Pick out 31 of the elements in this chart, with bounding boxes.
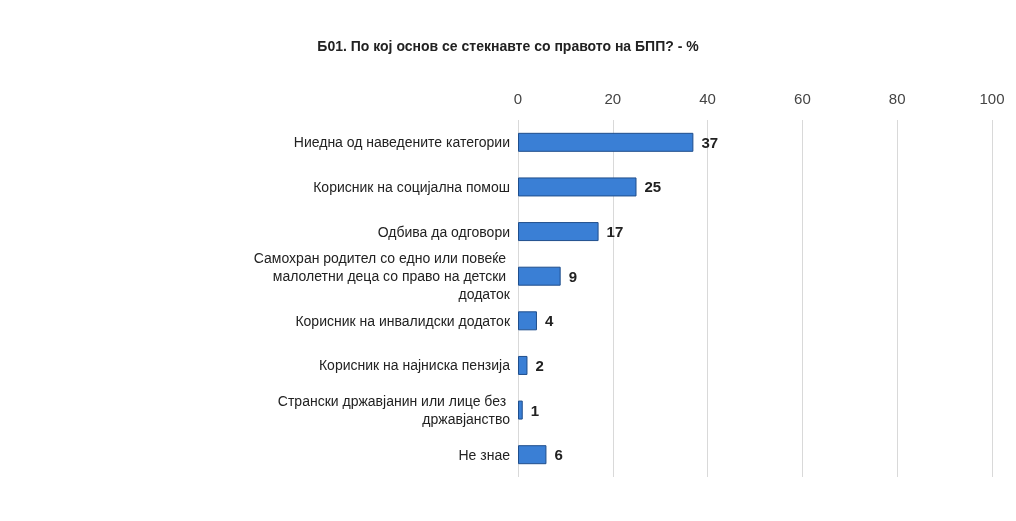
data-label: 25	[644, 178, 662, 196]
y-tick-label: Не знае	[458, 446, 511, 463]
bar	[518, 445, 547, 465]
y-tick-label: Корисник на социјална помош	[313, 178, 510, 195]
data-label: 1	[530, 401, 540, 419]
chart-title: Б01. По кој основ се стекнавте со правото на БПП? - %	[317, 38, 700, 54]
bar	[518, 132, 694, 152]
y-tick-label: Корисник на инвалидски додаток	[295, 312, 511, 329]
y-tick-label: Корисник на најниска пензија	[318, 357, 511, 374]
data-label: 9	[568, 267, 577, 285]
bar	[518, 222, 599, 242]
y-tick-label: Самохран родител со едно или повеќе малолетни деца со право на детски додаток	[253, 250, 511, 303]
bar	[518, 266, 561, 286]
bar	[518, 355, 528, 375]
y-tick-label: Странски државјанин или лице без државјанство	[277, 393, 511, 428]
data-label: 2	[535, 356, 544, 374]
x-tick-label: 0	[513, 90, 523, 107]
bar	[518, 311, 537, 331]
x-tick-label: 100	[979, 90, 1005, 107]
data-label: 4	[544, 312, 554, 330]
bar	[518, 177, 637, 197]
data-label: 17	[606, 223, 624, 241]
x-tick-label: 20	[604, 90, 622, 107]
x-tick-label: 80	[888, 90, 906, 107]
data-label: 6	[554, 446, 563, 464]
y-tick-label: Одбива да одговори	[377, 223, 510, 240]
x-tick-label: 40	[699, 90, 716, 107]
x-tick-label: 60	[794, 90, 811, 107]
data-label: 37	[701, 133, 719, 151]
y-tick-label: Ниедна од наведените категории	[293, 134, 510, 151]
bar	[518, 400, 523, 420]
